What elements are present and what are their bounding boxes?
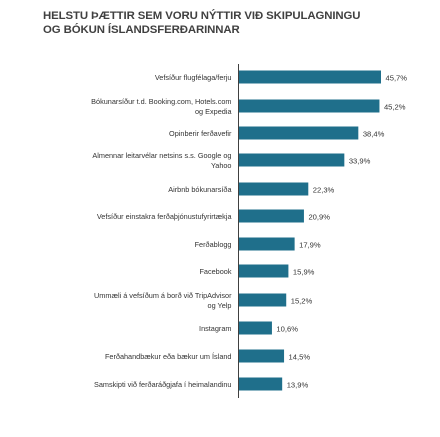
category-label: Bókunarsíður t.d. Booking.com, Hotels.co… xyxy=(91,97,231,106)
category-label: og Expedia xyxy=(195,107,232,116)
data-label: 45,7% xyxy=(386,74,408,83)
category-label: Vefsíður flugfélaga/ferju xyxy=(155,73,232,82)
bar xyxy=(239,182,309,196)
bar xyxy=(239,377,283,391)
bar xyxy=(239,70,381,84)
bar xyxy=(239,349,285,363)
bar xyxy=(239,237,295,251)
category-label: Yahoo xyxy=(211,161,232,170)
data-label: 15,9% xyxy=(293,268,315,277)
category-label: Airbnb bókunarsíða xyxy=(168,185,232,194)
data-label: 38,4% xyxy=(363,130,385,139)
data-label: 13,9% xyxy=(287,381,309,390)
category-label: Facebook xyxy=(199,267,231,276)
category-label: og Yelp xyxy=(208,301,232,310)
data-label: 15,2% xyxy=(291,297,313,306)
bar xyxy=(239,264,289,278)
category-label: Ferðablogg xyxy=(195,240,232,249)
category-label: Ferðahandbækur eða bækur um Ísland xyxy=(105,352,232,361)
bar xyxy=(239,321,272,335)
data-label: 17,9% xyxy=(299,241,321,250)
data-label: 10,6% xyxy=(276,325,298,334)
category-label: Vefsíður einstakra ferðaþjónustufyrirtæk… xyxy=(97,212,233,221)
data-label: 22,3% xyxy=(313,186,335,195)
data-label: 20,9% xyxy=(308,213,330,222)
category-label: Samskipti við ferðaráðgjafa í heimalandi… xyxy=(94,380,232,389)
chart-title-line-2: OG BÓKUN ÍSLANDSFERÐARINNAR xyxy=(43,24,240,36)
category-label: Ummæli á vefsíðum á borð við TripAdvisor xyxy=(94,291,232,300)
chart-title: HELSTU ÞÆTTIR SEM VORU NÝTTIR VIÐ SKIPUL… xyxy=(43,9,433,37)
category-label: Opinberir ferðavefir xyxy=(169,129,232,138)
bar xyxy=(239,209,304,223)
data-label: 33,9% xyxy=(349,157,371,166)
chart-title-line-1: HELSTU ÞÆTTIR SEM VORU NÝTTIR VIÐ SKIPUL… xyxy=(43,10,361,22)
bar xyxy=(239,293,287,307)
data-label: 45,2% xyxy=(384,103,406,112)
bar xyxy=(239,153,345,167)
category-label: Almennar leitarvélar netsins s.s. Google… xyxy=(92,151,231,160)
bar xyxy=(239,126,359,140)
category-label: Instagram xyxy=(199,324,231,333)
data-label: 14,5% xyxy=(289,353,311,362)
bar xyxy=(239,99,380,113)
